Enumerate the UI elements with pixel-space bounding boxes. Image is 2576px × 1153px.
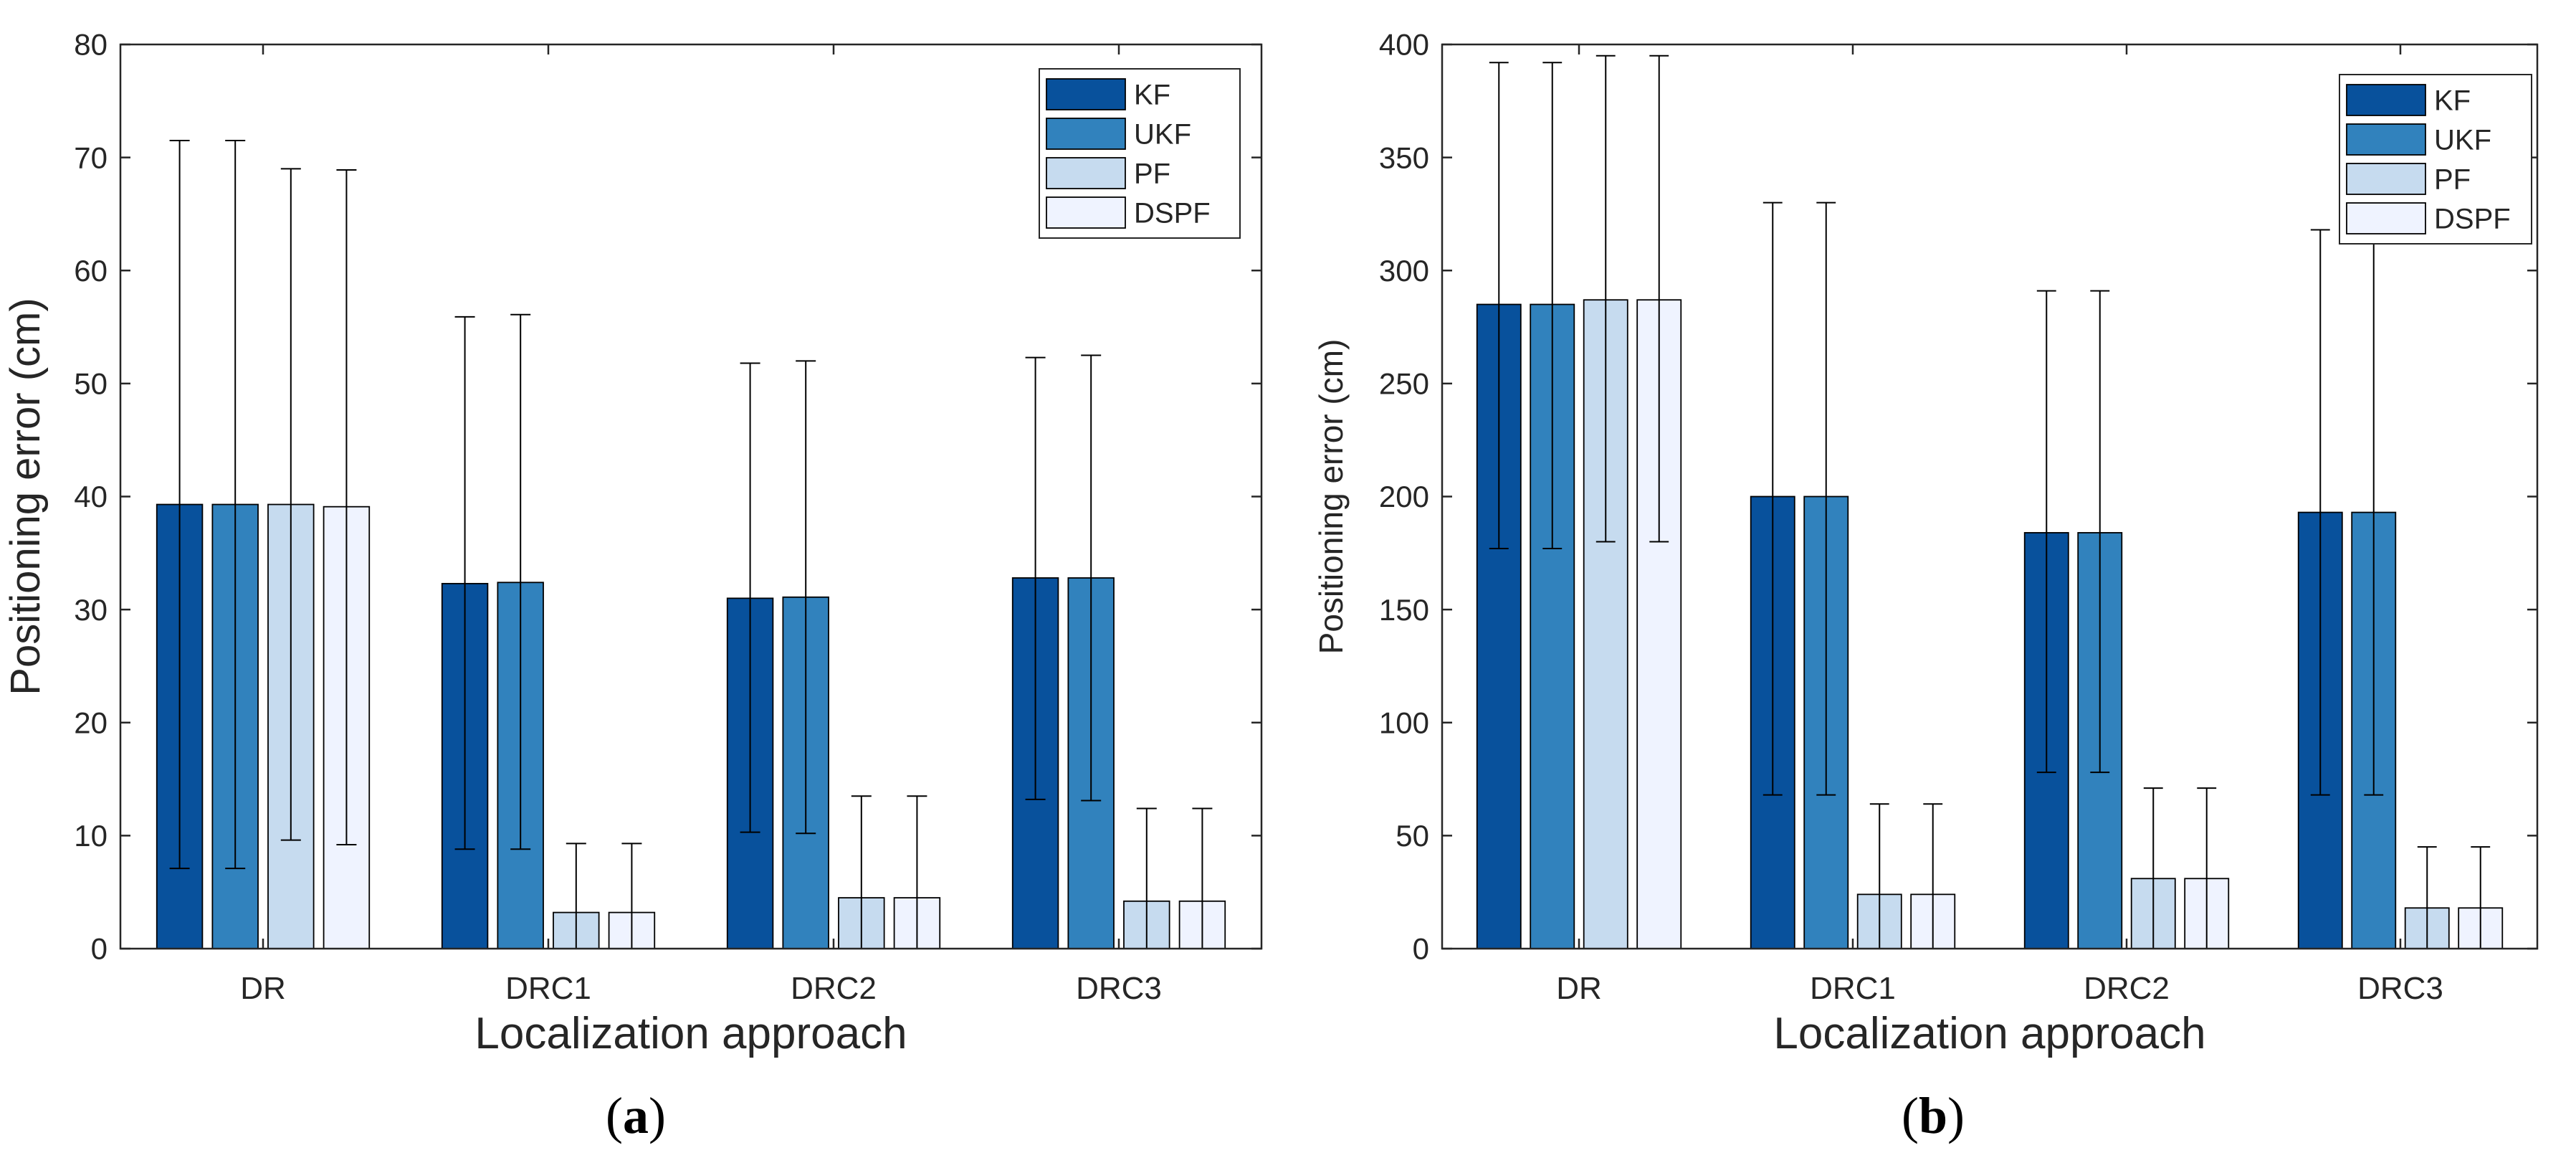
bars-b — [1476, 54, 2504, 949]
error-bar-ukf-drc3 — [1081, 354, 1102, 802]
error-bar-kf-dr — [169, 139, 190, 870]
legend-swatch-kf — [2346, 84, 2426, 116]
error-bar-kf-drc2 — [2036, 290, 2056, 774]
y-tick-label: 50 — [74, 367, 108, 401]
y-axis-ticks-a: 0 10 20 30 40 50 60 70 80 — [74, 28, 1261, 966]
error-bar-pf-drc2 — [851, 795, 872, 949]
legend-label-kf: KF — [2434, 85, 2471, 117]
y-tick-label: 10 — [74, 819, 108, 853]
y-tick-label: 20 — [74, 706, 108, 739]
legend-swatch-dspf — [2346, 202, 2426, 234]
x-tick-label: DRC3 — [1076, 971, 1162, 1006]
y-tick-label: 100 — [1379, 706, 1429, 739]
y-tick-label: 150 — [1379, 593, 1429, 627]
error-bar-dspf-drc3 — [2471, 846, 2491, 949]
y-axis-label-b: Positioning error (cm) — [1312, 339, 1350, 655]
error-bar-kf-drc1 — [1762, 201, 1783, 796]
x-axis-ticks-a: DR DRC1 DRC2 DRC3 — [240, 44, 1162, 1006]
legend-swatch-dspf — [1046, 196, 1126, 229]
error-bar-ukf-drc2 — [796, 360, 816, 835]
panel-caption-b: (b) — [1902, 1087, 1965, 1144]
y-tick-label: 250 — [1379, 367, 1429, 401]
legend-label-dspf: DSPF — [2434, 204, 2511, 235]
bars-a — [156, 139, 1226, 949]
y-tick-label: 60 — [74, 254, 108, 288]
error-bar-pf-drc2 — [2143, 787, 2163, 949]
legend-label-dspf: DSPF — [1134, 198, 1211, 229]
error-bar-kf-drc2 — [740, 362, 760, 833]
y-tick-label: 30 — [74, 593, 108, 627]
y-tick-label: 50 — [1396, 819, 1429, 853]
y-tick-label: 300 — [1379, 254, 1429, 288]
error-bar-pf-drc3 — [1136, 807, 1157, 949]
error-bar-ukf-drc1 — [510, 313, 531, 850]
y-axis-ticks-b: 0 50 100 150 200 250 300 350 400 — [1379, 28, 2537, 966]
error-bar-ukf-drc2 — [2090, 290, 2110, 774]
error-bar-ukf-drc1 — [1816, 201, 1836, 796]
y-tick-label: 200 — [1379, 480, 1429, 513]
legend-label-pf: PF — [2434, 164, 2471, 196]
legend-label-ukf: UKF — [1134, 119, 1191, 151]
error-bar-dspf-drc1 — [1923, 803, 1943, 949]
error-bar-dspf-drc2 — [2197, 787, 2217, 949]
panel-caption-a: (a) — [606, 1087, 666, 1144]
error-bar-ukf-dr — [1542, 62, 1563, 550]
y-tick-label: 0 — [1413, 932, 1429, 966]
legend-swatch-ukf — [1046, 118, 1126, 150]
y-tick-label: 0 — [91, 932, 108, 966]
x-axis-ticks-b: DR DRC1 DRC2 DRC3 — [1556, 44, 2443, 1006]
error-bar-dspf-drc2 — [907, 795, 927, 949]
legend-label-pf: PF — [1134, 158, 1170, 190]
y-tick-label: 350 — [1379, 141, 1429, 174]
error-bar-pf-drc1 — [566, 843, 586, 949]
error-bar-pf-drc1 — [1869, 803, 1889, 949]
legend-swatch-pf — [1046, 157, 1126, 189]
legend-swatch-ukf — [2346, 123, 2426, 156]
chart-panel-a: 0 10 20 30 40 50 60 70 80 DR DRC1 DRC2 DRC3 Positio… — [2, 28, 1263, 1058]
legend-a: KF UKF PF DSPF — [1039, 68, 1241, 239]
error-bar-dspf-drc3 — [1192, 807, 1213, 949]
error-bar-dspf-dr — [1649, 54, 1669, 543]
error-bar-pf-drc3 — [2417, 846, 2437, 949]
legend-b: KF UKF PF DSPF — [2339, 74, 2532, 245]
error-bar-kf-drc3 — [1025, 356, 1046, 800]
error-bar-pf-dr — [280, 168, 301, 841]
error-bar-ukf-dr — [225, 139, 246, 870]
error-bar-kf-dr — [1489, 62, 1509, 550]
captions: (a) (b) — [606, 1087, 1965, 1144]
x-tick-label: DRC3 — [2357, 971, 2443, 1006]
x-tick-label: DRC2 — [2084, 971, 2170, 1006]
legend-label-ukf: UKF — [2434, 125, 2491, 156]
error-bar-dspf-dr — [336, 169, 357, 845]
error-bar-kf-drc1 — [454, 315, 475, 850]
x-axis-label-b: Localization approach — [1773, 1009, 2205, 1058]
x-tick-label: DR — [240, 971, 286, 1006]
y-tick-label: 400 — [1379, 28, 1429, 62]
y-tick-label: 80 — [74, 28, 108, 62]
error-bar-kf-drc3 — [2310, 229, 2330, 796]
y-tick-label: 70 — [74, 141, 108, 174]
y-tick-label: 40 — [74, 480, 108, 513]
legend-swatch-kf — [1046, 78, 1126, 110]
error-bar-dspf-drc1 — [621, 843, 642, 949]
x-tick-label: DRC1 — [1810, 971, 1896, 1006]
legend-swatch-pf — [2346, 163, 2426, 195]
x-axis-label-a: Localization approach — [474, 1009, 907, 1058]
legend-label-kf: KF — [1134, 80, 1170, 111]
y-axis-label-a: Positioning error (cm) — [2, 298, 49, 695]
x-tick-label: DRC2 — [791, 971, 877, 1006]
x-tick-label: DRC1 — [505, 971, 591, 1006]
error-bar-pf-dr — [1595, 54, 1616, 543]
x-tick-label: DR — [1556, 971, 1602, 1006]
